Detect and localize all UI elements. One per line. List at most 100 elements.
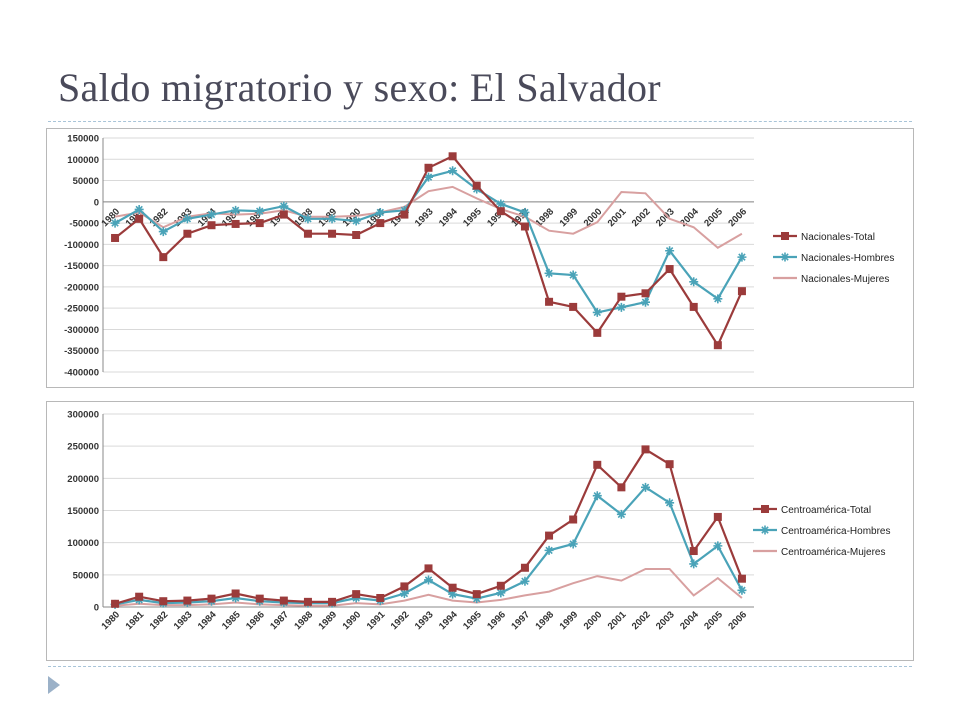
- x-tick-label: 1993: [413, 609, 436, 632]
- data-point-square: [183, 596, 192, 605]
- data-point-square: [569, 515, 578, 524]
- data-point-square: [159, 597, 168, 606]
- data-point-square: [545, 297, 554, 306]
- data-point-star: [207, 210, 216, 220]
- data-point-star: [592, 491, 602, 501]
- data-point-square: [689, 302, 698, 311]
- x-tick-label: 1991: [365, 609, 388, 632]
- data-point-square: [255, 594, 264, 603]
- y-tick-label: -350000: [64, 346, 99, 357]
- data-point-square: [400, 582, 409, 591]
- data-point-square: [520, 222, 529, 231]
- x-tick-label: 2006: [726, 206, 749, 229]
- chart-centroamerica-svg: 0 50000 100000 150000 200000 250000 300000 1980…: [67, 410, 890, 633]
- legend-label: Nacionales-Mujeres: [801, 274, 889, 285]
- y-tick-label: 300000: [67, 410, 99, 421]
- data-point-square: [183, 229, 192, 238]
- data-point-square: [496, 581, 505, 590]
- x-tick-label: 1983: [172, 609, 195, 632]
- data-point-square: [617, 292, 626, 301]
- data-point-square: [448, 583, 457, 592]
- data-point-star: [520, 207, 530, 217]
- data-point-star: [110, 218, 120, 228]
- legend-marker: [780, 252, 790, 262]
- data-point-star: [641, 297, 650, 307]
- y-tick-label: 50000: [73, 176, 99, 187]
- data-point-star: [544, 268, 554, 278]
- x-tick-label: 1999: [558, 206, 581, 229]
- x-tick-label: 2003: [654, 206, 677, 229]
- data-point-square: [231, 219, 240, 228]
- data-point-star: [231, 205, 241, 215]
- data-point-square: [207, 594, 216, 603]
- top-divider: [48, 121, 912, 122]
- x-tick-label: 1992: [389, 609, 412, 632]
- data-point-star: [616, 302, 626, 312]
- data-point-square: [496, 207, 505, 216]
- bullet-arrow-icon: [48, 676, 60, 694]
- data-point-star: [231, 593, 241, 603]
- x-tick-label: 1989: [316, 609, 339, 632]
- data-point-square: [159, 253, 168, 262]
- data-point-square: [665, 460, 674, 469]
- y-tick-label: -100000: [64, 240, 99, 251]
- x-tick-label: 2002: [630, 609, 653, 632]
- y-tick-label: -400000: [64, 368, 99, 379]
- data-point-square: [352, 590, 361, 599]
- data-point-square: [135, 214, 144, 223]
- x-tick-label: 2003: [654, 609, 677, 632]
- data-point-star: [375, 207, 385, 217]
- data-point-square: [111, 233, 120, 242]
- y-tick-label: 200000: [67, 474, 99, 485]
- y-tick-label: 0: [94, 603, 99, 614]
- x-tick-label: 1995: [461, 609, 484, 632]
- y-tick-label: 250000: [67, 442, 99, 453]
- x-tick-label: 1987: [268, 609, 291, 632]
- data-point-star: [737, 585, 747, 595]
- data-point-star: [134, 204, 144, 214]
- slide-title: Saldo migratorio y sexo: El Salvador: [58, 65, 661, 110]
- data-point-square: [279, 210, 288, 219]
- x-tick-label: 2006: [726, 609, 749, 632]
- data-point-square: [400, 210, 409, 219]
- x-tick-label: 1984: [196, 609, 219, 632]
- data-point-square: [352, 231, 361, 240]
- x-tick-label: 1996: [485, 609, 508, 632]
- y-tick-label: 150000: [67, 506, 99, 517]
- data-point-star: [496, 588, 506, 598]
- x-tick-label: 1997: [509, 609, 532, 632]
- data-point-square: [713, 512, 722, 521]
- legend-label: Centroamérica-Total: [781, 505, 871, 516]
- data-point-square: [593, 328, 602, 337]
- data-point-square: [617, 483, 626, 492]
- x-tick-label: 1998: [533, 206, 556, 229]
- y-tick-label: 100000: [67, 538, 99, 549]
- data-point-star: [399, 205, 409, 215]
- data-point-star: [641, 482, 650, 492]
- chart-nacionales-svg: -400000 -350000 -300000 -250000 -200000 -1500…: [64, 134, 894, 379]
- x-tick-label: 2001: [606, 206, 629, 229]
- data-point-square: [111, 599, 120, 608]
- chart-nacionales: -400000 -350000 -300000 -250000 -200000 -1500…: [46, 128, 914, 388]
- data-point-square: [303, 597, 312, 606]
- data-point-square: [641, 445, 650, 454]
- data-point-star: [737, 252, 747, 262]
- data-point-star: [520, 576, 530, 586]
- x-tick-label: 2000: [582, 609, 605, 632]
- data-point-square: [207, 221, 216, 230]
- y-tick-label: -150000: [64, 261, 99, 272]
- data-point-star: [496, 199, 506, 209]
- data-point-square: [737, 287, 746, 296]
- y-tick-label: -200000: [64, 282, 99, 293]
- data-point-star: [616, 509, 626, 519]
- x-tick-label: 2002: [630, 206, 653, 229]
- data-point-star: [713, 294, 723, 304]
- series-line-0: [114, 154, 743, 348]
- chart-centroamerica: 0 50000 100000 150000 200000 250000 300000 1980…: [46, 401, 914, 661]
- data-point-square: [424, 564, 433, 573]
- x-tick-label: 2001: [606, 609, 629, 632]
- data-point-square: [448, 152, 457, 161]
- x-tick-label: 1982: [148, 609, 171, 632]
- data-point-star: [665, 498, 675, 508]
- data-point-star: [182, 214, 192, 224]
